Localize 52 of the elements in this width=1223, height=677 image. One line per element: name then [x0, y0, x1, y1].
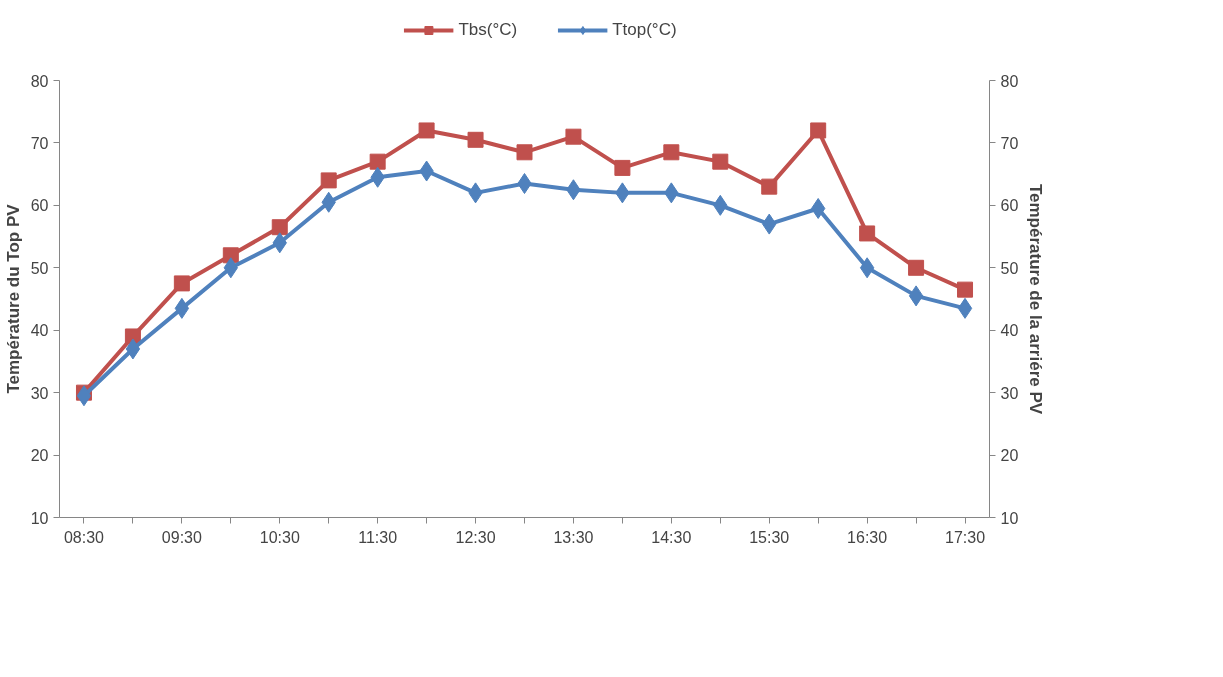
y-tick-label: 30 — [30, 384, 49, 402]
x-tick-label: 08:30 — [63, 528, 105, 546]
y2-tick-label: 20 — [1000, 447, 1019, 465]
x-tick-label: 16:30 — [847, 528, 888, 546]
point — [173, 275, 190, 292]
point — [174, 297, 190, 319]
y-axis-title: Température du Top PV — [3, 203, 23, 394]
point — [908, 285, 924, 307]
point — [663, 144, 680, 161]
y2-tick-label: 60 — [1000, 197, 1019, 215]
y-tick-label: 70 — [30, 134, 49, 152]
x-tick-label: 14:30 — [651, 528, 692, 546]
point — [614, 159, 631, 176]
point — [76, 385, 92, 407]
y-tick-label: 20 — [30, 447, 49, 465]
point — [859, 257, 875, 279]
y-tick-label: 50 — [30, 259, 49, 277]
y2-tick-label: 70 — [1000, 134, 1019, 152]
x-tick-label: 12:30 — [455, 528, 496, 546]
point — [908, 259, 925, 276]
x-tick-label: 11:30 — [358, 528, 398, 546]
point — [565, 128, 582, 145]
point — [859, 225, 876, 242]
point — [467, 131, 484, 148]
y2-tick-label: 10 — [1000, 509, 1019, 527]
x-tick-label: 15:30 — [749, 528, 790, 546]
point — [810, 122, 827, 139]
point — [418, 122, 435, 139]
y-tick-label: 80 — [30, 72, 49, 90]
point — [125, 338, 141, 360]
y-tick-label: 40 — [30, 322, 49, 340]
y2-axis-title: Température de la arriére PV — [1026, 183, 1046, 415]
y-tick-label: 10 — [30, 509, 49, 527]
legend-label: Tbs(°C) — [458, 20, 518, 40]
y2-tick-label: 30 — [1000, 384, 1019, 402]
point — [516, 144, 533, 161]
x-tick-label: 09:30 — [161, 528, 202, 546]
point — [369, 153, 386, 170]
legend-label: Ttop(°C) — [612, 20, 677, 40]
y2-tick-label: 50 — [1000, 259, 1019, 277]
y2-tick-label: 40 — [1000, 322, 1019, 340]
x-tick-label: 13:30 — [553, 528, 594, 546]
x-tick-label: 17:30 — [945, 528, 986, 546]
point — [712, 153, 729, 170]
point — [957, 297, 973, 319]
point — [271, 219, 288, 236]
y2-tick-label: 80 — [1000, 72, 1019, 90]
point — [761, 178, 778, 195]
x-tick-label: 10:30 — [259, 528, 300, 546]
point — [320, 172, 337, 189]
point — [957, 281, 974, 298]
y-tick-label: 60 — [30, 197, 49, 215]
